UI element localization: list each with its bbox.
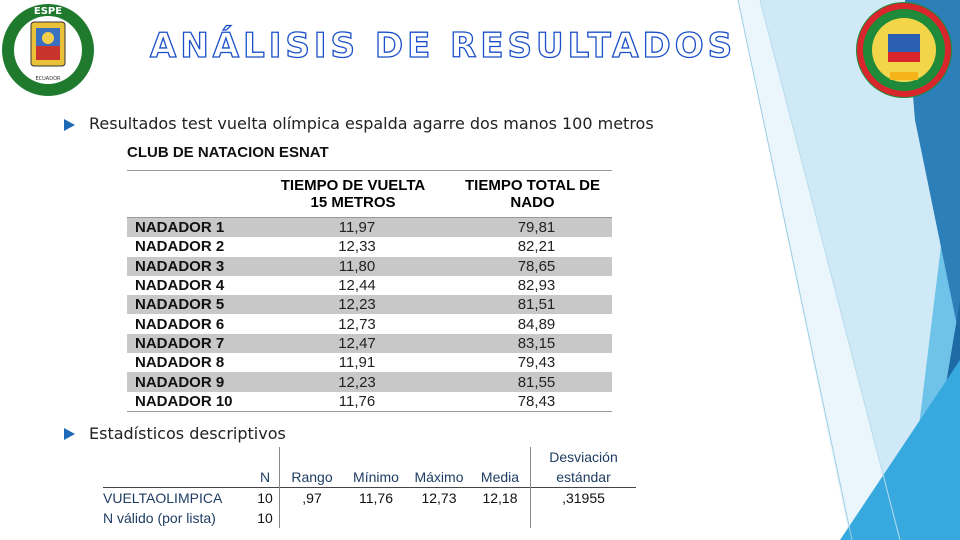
swimmer-name: NADADOR 6 xyxy=(135,315,225,333)
table-row: NADADOR 10 11,76 78,43 xyxy=(127,391,612,412)
slide-title: ANÁLISIS DE RESULTADOS xyxy=(149,25,737,66)
total-time: 84,89 xyxy=(517,315,556,333)
lap-time: 12,73 xyxy=(338,315,376,333)
lap-time: 11,97 xyxy=(253,217,453,238)
stats-mean: 12,18 xyxy=(470,487,531,508)
stats-empty xyxy=(279,508,344,528)
table-row: NADADOR 3 11,80 78,65 xyxy=(127,256,612,276)
header-blank xyxy=(127,170,253,218)
cafder-logo xyxy=(856,2,952,98)
lap-time: 12,33 xyxy=(338,238,376,256)
total-time: 82,21 xyxy=(517,238,556,256)
header-lap-time: TIEMPO DE VUELTA 15 METROS xyxy=(253,170,453,218)
stats-empty xyxy=(470,508,531,528)
header-total-time: TIEMPO TOTAL DE NADO xyxy=(453,170,612,218)
total-time: 79,81 xyxy=(453,217,612,238)
stats-row: VUELTAOLIMPICA 10 ,97 11,76 12,73 12,18 … xyxy=(103,487,636,508)
stats-header-mean: Media xyxy=(480,469,520,485)
lap-time: 12,44 xyxy=(338,277,376,295)
club-name: CLUB DE NATACION ESNAT xyxy=(127,144,329,161)
lap-time: 11,91 xyxy=(338,354,376,372)
table-row: NADADOR 7 12,47 83,15 xyxy=(127,333,612,354)
table-row: NADADOR 9 12,23 81,55 xyxy=(127,372,612,392)
stats-std: ,31955 xyxy=(530,487,636,508)
lap-time: 11,76 xyxy=(253,391,453,412)
bullet-text-stats: Estadísticos descriptivos xyxy=(89,424,286,443)
stats-max: 12,73 xyxy=(408,487,470,508)
table-row: NADADOR 4 12,44 82,93 xyxy=(127,276,612,295)
stats-n: 10 xyxy=(251,487,280,508)
swimmer-name: NADADOR 4 xyxy=(135,277,225,295)
lap-time: 12,23 xyxy=(253,295,453,315)
stats-min: 11,76 xyxy=(344,487,408,508)
stats-header-std-line1: Desviación xyxy=(549,449,618,465)
stats-header-n: N xyxy=(259,469,271,485)
swimmer-name: NADADOR 10 xyxy=(127,391,253,412)
stats-range: ,97 xyxy=(279,487,344,508)
svg-text:ECUADOR: ECUADOR xyxy=(36,76,62,82)
stats-table: N Rango Mínimo Máximo Media Desviación e… xyxy=(103,447,636,528)
table-row: NADADOR 5 12,23 81,51 xyxy=(127,295,612,315)
total-time: 78,65 xyxy=(453,256,612,276)
total-time: 81,51 xyxy=(453,295,612,315)
bullet-arrow-icon xyxy=(64,119,75,131)
bullet-arrow-icon xyxy=(64,428,75,440)
swimmer-name: NADADOR 7 xyxy=(127,333,253,354)
stats-row-label: N válido (por lista) xyxy=(103,510,216,526)
lap-time: 11,80 xyxy=(253,256,453,276)
table-row: NADADOR 1 11,97 79,81 xyxy=(127,217,612,238)
swimmer-name: NADADOR 5 xyxy=(127,295,253,315)
total-time: 79,43 xyxy=(517,354,556,372)
svg-text:ESPE: ESPE xyxy=(34,6,62,17)
lap-time: 12,23 xyxy=(253,372,453,392)
stats-header-max: Máximo xyxy=(414,469,464,485)
header-lap-time-line1: TIEMPO DE VUELTA xyxy=(280,177,426,194)
stats-empty xyxy=(408,508,470,528)
table-row: NADADOR 2 12,33 82,21 xyxy=(127,237,612,256)
stats-header-min: Mínimo xyxy=(353,469,399,485)
stats-header-std: Desviación estándar xyxy=(530,447,636,488)
table-row: NADADOR 8 11,91 79,43 xyxy=(127,353,612,372)
stats-row-label: VUELTAOLIMPICA xyxy=(103,487,251,508)
results-header-row: TIEMPO DE VUELTA 15 METROS TIEMPO TOTAL … xyxy=(127,170,612,218)
stats-header-std-line2: estándar xyxy=(556,469,611,485)
total-time: 78,43 xyxy=(453,391,612,412)
stats-empty xyxy=(344,508,408,528)
stats-header-range: Rango xyxy=(279,447,344,488)
swimmer-name: NADADOR 9 xyxy=(127,372,253,392)
table-row: NADADOR 6 12,73 84,89 xyxy=(127,314,612,333)
header-lap-time-line2: 15 METROS xyxy=(310,194,396,211)
stats-empty xyxy=(530,508,636,528)
swimmer-name: NADADOR 3 xyxy=(127,256,253,276)
header-total-time-line1: TIEMPO TOTAL DE xyxy=(464,177,600,194)
results-table: TIEMPO DE VUELTA 15 METROS TIEMPO TOTAL … xyxy=(127,170,612,412)
stats-header-row: N Rango Mínimo Máximo Media Desviación e… xyxy=(103,447,636,488)
swimmer-name: NADADOR 2 xyxy=(135,238,225,256)
stats-n: 10 xyxy=(257,510,273,526)
stats-header-blank xyxy=(103,447,251,488)
bullet-text-results: Resultados test vuelta olímpica espalda … xyxy=(89,114,654,133)
header-total-time-line2: NADO xyxy=(510,194,555,211)
stats-row: N válido (por lista) 10 xyxy=(103,508,636,528)
total-time: 81,55 xyxy=(453,372,612,392)
swimmer-name: NADADOR 8 xyxy=(135,354,225,372)
swimmer-name: NADADOR 1 xyxy=(127,217,253,238)
lap-time: 12,47 xyxy=(253,333,453,354)
total-time: 83,15 xyxy=(453,333,612,354)
espe-logo: ESPE ECUADOR xyxy=(2,4,94,96)
total-time: 82,93 xyxy=(517,277,556,295)
